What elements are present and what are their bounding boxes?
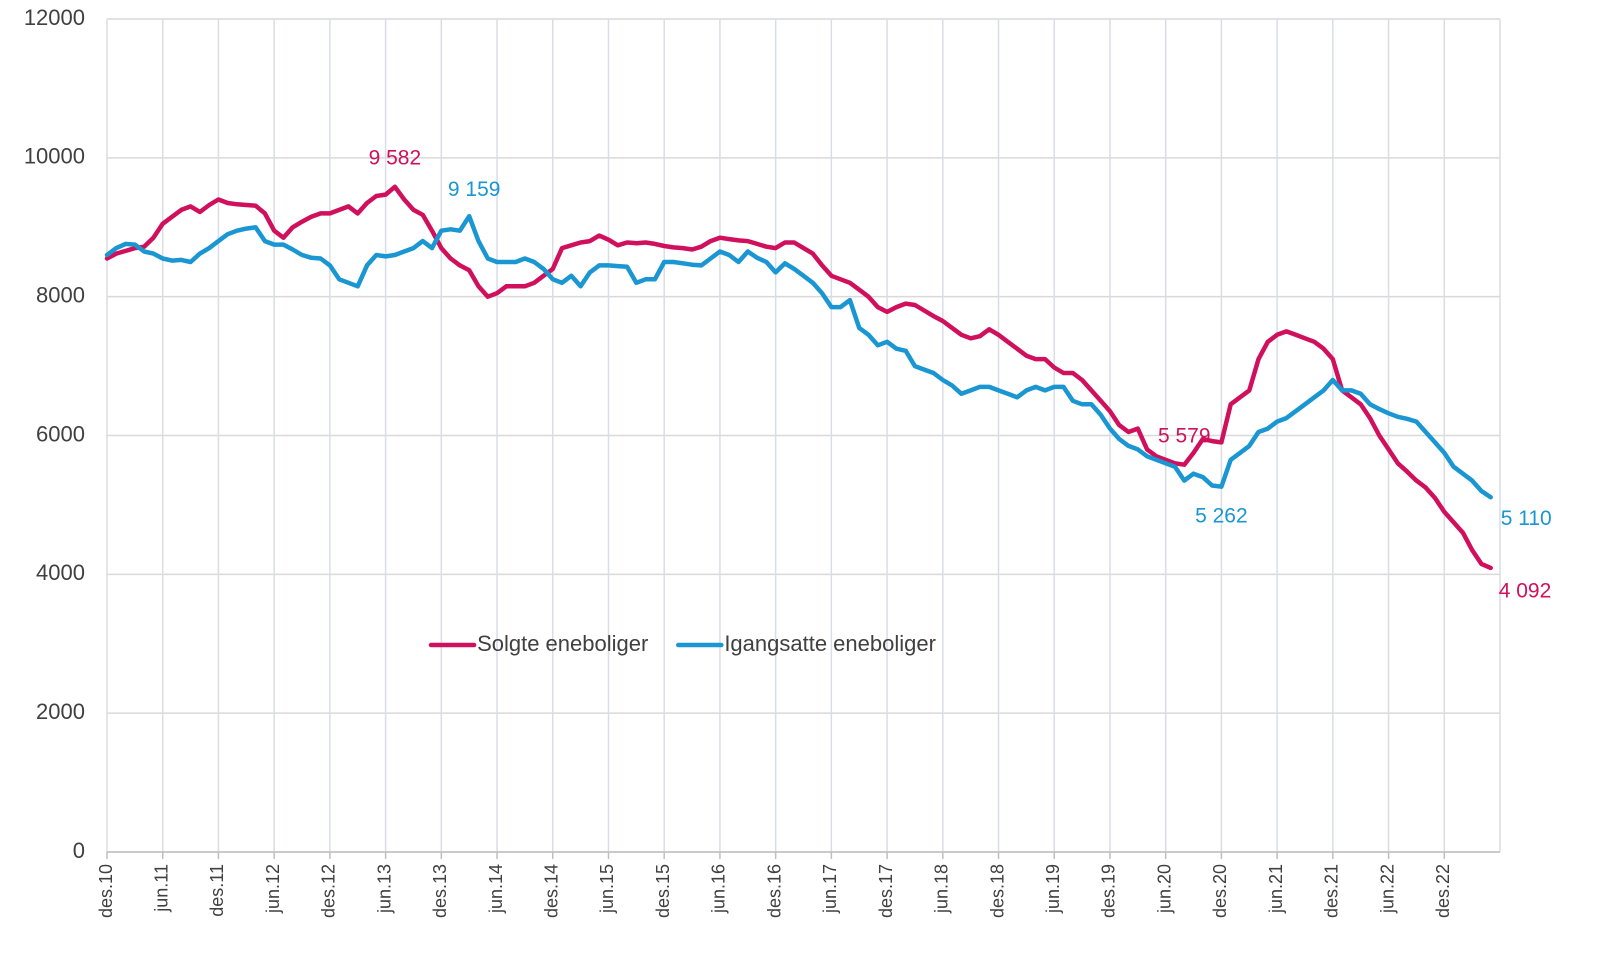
x-tick-label: jun.16 bbox=[709, 864, 729, 914]
x-tick-label: des.10 bbox=[96, 864, 116, 918]
x-tick-label: jun.17 bbox=[820, 864, 840, 914]
y-tick-label: 2000 bbox=[36, 699, 85, 724]
y-tick-label: 10000 bbox=[24, 144, 85, 169]
x-tick-label: jun.18 bbox=[932, 864, 952, 914]
series-line bbox=[104, 184, 1493, 571]
x-tick-label: des.14 bbox=[542, 864, 562, 918]
data-label: 4 092 bbox=[1499, 579, 1552, 602]
x-tick-label: des.18 bbox=[987, 864, 1007, 918]
x-tick-label: jun.22 bbox=[1377, 864, 1397, 914]
x-tick-label: des.15 bbox=[653, 864, 673, 918]
x-tick-label: jun.15 bbox=[597, 864, 617, 914]
data-label: 5 579 bbox=[1158, 424, 1211, 447]
series-line bbox=[104, 213, 1493, 500]
x-tick-label: des.19 bbox=[1099, 864, 1119, 918]
y-tick-label: 8000 bbox=[36, 282, 85, 307]
data-label: 9 582 bbox=[369, 146, 422, 169]
x-tick-label: des.11 bbox=[207, 864, 227, 917]
y-tick-label: 4000 bbox=[36, 560, 85, 585]
y-tick-label: 0 bbox=[73, 838, 85, 863]
legend: Solgte eneboliger Igangsatte eneboliger bbox=[428, 631, 936, 656]
x-tick-label: des.17 bbox=[876, 864, 896, 918]
x-tick-label: des.13 bbox=[430, 864, 450, 918]
x-tick-label: des.12 bbox=[319, 864, 339, 918]
x-tick-label: des.21 bbox=[1322, 864, 1342, 918]
x-tick-label: jun.13 bbox=[374, 864, 394, 914]
x-tick-label: des.20 bbox=[1210, 864, 1230, 918]
data-label: 5 262 bbox=[1195, 504, 1248, 527]
legend-label: Solgte eneboliger bbox=[477, 631, 648, 656]
x-tick-label: des.22 bbox=[1433, 864, 1453, 918]
y-tick-label: 6000 bbox=[36, 421, 85, 446]
y-tick-label: 12000 bbox=[24, 5, 85, 30]
x-tick-label: jun.20 bbox=[1154, 864, 1174, 914]
x-tick-label: jun.14 bbox=[486, 864, 506, 914]
x-tick-label: des.16 bbox=[764, 864, 784, 918]
x-tick-label: jun.19 bbox=[1043, 864, 1063, 914]
data-label: 5 110 bbox=[1501, 507, 1552, 530]
legend-label: Igangsatte eneboliger bbox=[724, 631, 936, 656]
x-tick-label: jun.21 bbox=[1266, 864, 1286, 914]
x-tick-label: jun.11 bbox=[151, 864, 171, 913]
x-tick-label: jun.12 bbox=[263, 864, 283, 914]
data-label: 9 159 bbox=[448, 178, 501, 201]
